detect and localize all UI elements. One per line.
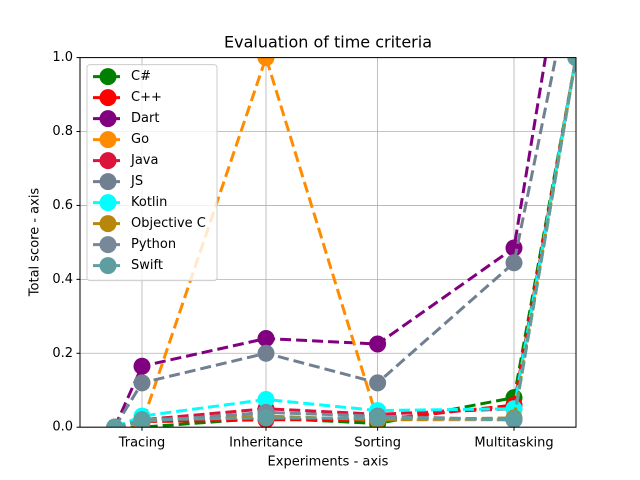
x-axis-label: Experiments - axis (268, 455, 389, 470)
legend-marker (99, 173, 117, 191)
data-point (369, 409, 387, 427)
data-point (106, 418, 124, 428)
legend-marker (99, 110, 117, 128)
legend-label: C++ (131, 90, 162, 105)
legend-marker (99, 257, 117, 275)
legend-marker (99, 89, 117, 107)
chart-title: Evaluation of time criteria (224, 33, 432, 52)
x-tick-label: Tracing (118, 436, 166, 451)
legend-marker (99, 152, 117, 170)
legend-label: C# (131, 69, 151, 84)
data-point (257, 409, 275, 427)
legend-label: Dart (131, 111, 159, 126)
plot-area (106, 57, 576, 428)
data-point (257, 344, 275, 362)
legend-label: Kotlin (131, 195, 167, 210)
legend-label: Go (131, 132, 149, 147)
legend-marker (99, 215, 117, 233)
data-point (505, 239, 523, 257)
series-line (113, 57, 558, 428)
data-point (505, 411, 523, 428)
legend-label: Swift (131, 258, 163, 273)
data-point (369, 335, 387, 353)
y-axis-label: Total score - axis (28, 188, 43, 298)
data-point (133, 374, 151, 392)
legend-label: JS (130, 174, 143, 189)
legend-marker (99, 236, 117, 254)
legend-marker (99, 194, 117, 212)
legend-label: Python (131, 237, 176, 252)
legend-label: Java (130, 153, 158, 168)
data-point (133, 411, 151, 428)
data-point (257, 390, 275, 408)
data-point (257, 57, 275, 67)
y-tick-label: 0.0 (52, 420, 73, 435)
data-point (567, 57, 576, 67)
plot-frame (79, 57, 577, 428)
y-tick-label: 0.2 (52, 346, 73, 361)
legend-marker (99, 131, 117, 149)
y-tick-label: 0.8 (52, 124, 73, 139)
legend-marker (99, 68, 117, 86)
data-point (257, 329, 275, 347)
data-point (369, 374, 387, 392)
y-tick-label: 0.6 (52, 198, 73, 213)
x-tick-label: Sorting (354, 436, 401, 451)
legend-label: Objective C (131, 216, 206, 231)
data-point (133, 357, 151, 375)
x-tick-label: Multitasking (474, 436, 553, 451)
data-point (505, 254, 523, 272)
x-tick-label: Inheritance (229, 436, 303, 451)
y-tick-label: 0.4 (52, 272, 73, 287)
y-tick-label: 1.0 (52, 50, 73, 65)
